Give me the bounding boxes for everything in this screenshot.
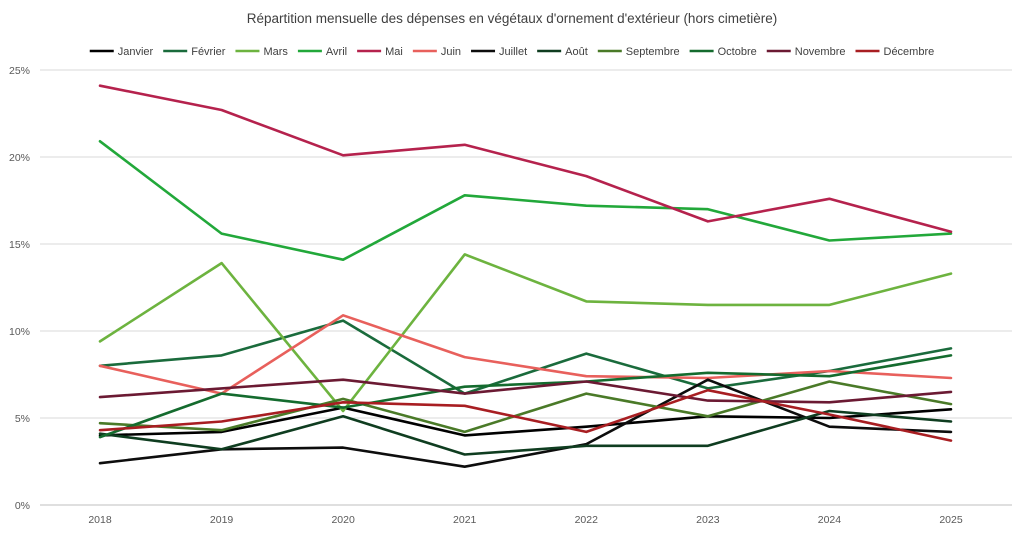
legend-label: Mars	[263, 46, 288, 58]
legend-item: Août	[537, 46, 588, 58]
x-tick-label: 2024	[818, 514, 842, 526]
legend-item: Juin	[412, 46, 461, 58]
legend-label: Juin	[441, 46, 461, 58]
y-tick-label: 5%	[15, 413, 30, 425]
x-axis-ticks: 2018 2019 2020 2021 2022 2023 2024 2025	[88, 514, 963, 526]
legend-label: Janvier	[118, 46, 154, 58]
x-tick-label: 2021	[453, 514, 477, 526]
x-tick-label: 2025	[939, 514, 963, 526]
series-line-mai	[98, 84, 953, 234]
legend-label: Août	[565, 46, 588, 58]
y-tick-label: 10%	[9, 326, 30, 338]
legend-label: Avril	[326, 46, 347, 58]
y-tick-label: 25%	[9, 65, 30, 77]
legend-label: Novembre	[795, 46, 846, 58]
series-line-avril	[98, 140, 953, 262]
legend-item: Avril	[297, 46, 347, 58]
chart-title: Répartition mensuelle des dépenses en vé…	[247, 11, 777, 26]
series-line-septembre	[98, 380, 953, 434]
legend-label: Octobre	[718, 46, 757, 58]
series-line-octobre	[98, 354, 953, 439]
x-tick-label: 2018	[88, 514, 112, 526]
x-tick-label: 2023	[696, 514, 720, 526]
y-tick-label: 0%	[15, 500, 30, 512]
x-tick-label: 2019	[210, 514, 234, 526]
legend-item: Janvier	[89, 46, 154, 58]
series-line-décembre	[98, 388, 953, 442]
legend-label: Mai	[385, 46, 403, 58]
legend-item: Décembre	[855, 46, 935, 58]
legend-item: Mars	[235, 46, 288, 58]
legend-item: Juillet	[471, 46, 527, 58]
legend-label: Février	[191, 46, 226, 58]
y-tick-label: 15%	[9, 239, 30, 251]
x-tick-label: 2022	[575, 514, 599, 526]
series-line-juillet	[98, 378, 953, 469]
x-tick-label: 2020	[331, 514, 355, 526]
legend-item: Février	[163, 46, 226, 58]
series-line-mars	[98, 253, 953, 413]
series-line-juin	[98, 313, 953, 395]
legend-item: Septembre	[597, 46, 680, 58]
legend-item: Mai	[357, 46, 403, 58]
legend: Janvier Février Mars Avril Mai Juin Juillet Aoû…	[89, 46, 935, 58]
series-line-novembre	[98, 378, 953, 404]
legend-label: Décembre	[884, 46, 935, 58]
legend-label: Septembre	[626, 46, 680, 58]
series-line-février	[98, 319, 953, 395]
y-tick-label: 20%	[9, 152, 30, 164]
series-lines	[98, 84, 953, 469]
gridlines	[40, 69, 1012, 506]
legend-item: Octobre	[689, 46, 757, 58]
legend-label: Juillet	[499, 46, 527, 58]
legend-item: Novembre	[766, 46, 846, 58]
y-axis-ticks: 0% 5% 10% 15% 20% 25%	[9, 65, 30, 512]
series-line-août	[98, 409, 953, 456]
